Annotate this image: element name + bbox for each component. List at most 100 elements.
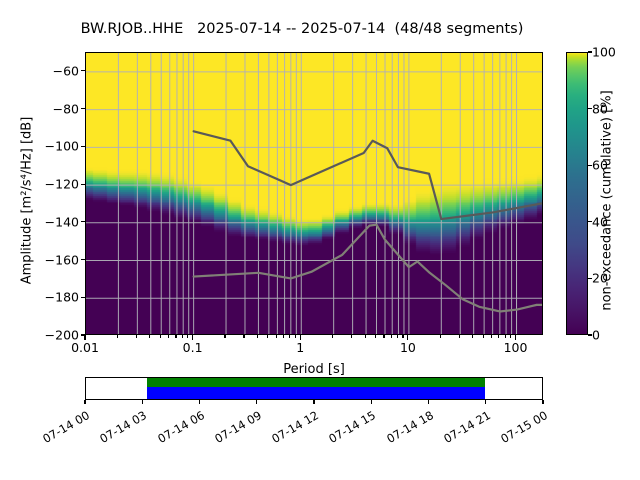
y-tick-mark [81, 145, 85, 147]
coverage-tick-mark [313, 400, 315, 404]
coverage-tick-mark [427, 400, 430, 404]
y-tick-mark [81, 221, 85, 223]
y-axis-tickmarks [81, 0, 87, 480]
x-tick-label: 1 [296, 340, 305, 355]
x-minor-tick-mark [135, 335, 137, 338]
x-minor-tick-mark [181, 335, 183, 338]
coverage-tick-mark [141, 400, 143, 404]
colorbar-tick-mark [588, 221, 592, 223]
coverage-tick-label: 07-14 09 [211, 408, 264, 446]
x-minor-tick-mark [283, 335, 285, 338]
y-tick-mark [81, 108, 85, 110]
y-axis-ticklabels: −60 −80 −100 −120 −140 −160 −180 −200 [26, 0, 79, 480]
coverage-tick-label: 07-14 12 [269, 408, 321, 446]
x-minor-tick-mark [504, 335, 506, 338]
x-major-tick-mark [407, 335, 409, 340]
colorbar-tick-label: 40 [592, 214, 608, 230]
y-tick-mark [81, 183, 85, 185]
psd-coverage-green [146, 378, 485, 387]
x-minor-tick-mark [332, 335, 334, 338]
colorbar-tick-label: 20 [592, 270, 608, 286]
colorbar-tick-mark [588, 51, 592, 53]
coverage-tick-mark [542, 400, 544, 404]
x-major-tick-mark [84, 335, 86, 340]
coverage-tick-mark [256, 400, 258, 404]
x-minor-tick-mark [294, 335, 296, 338]
coverage-tick-label: 07-14 18 [383, 408, 436, 446]
x-minor-tick-mark [351, 335, 353, 338]
coverage-tick-mark [84, 400, 86, 404]
coverage-tick-label: 07-14 21 [440, 408, 493, 446]
colorbar-tick-label: 100 [592, 44, 616, 60]
x-minor-tick-mark [243, 335, 245, 338]
y-tick-label: −140 [44, 214, 79, 230]
coverage-tick-mark [370, 400, 372, 404]
colorbar-tick-label: 80 [592, 101, 608, 117]
y-tick-mark [81, 296, 85, 298]
x-minor-tick-mark [224, 335, 226, 338]
y-tick-label: −80 [52, 101, 79, 117]
x-minor-tick-mark [498, 335, 500, 338]
x-axis-tickmarks [0, 335, 640, 343]
x-minor-tick-mark [289, 335, 291, 338]
x-minor-tick-mark [175, 335, 177, 338]
coverage-tick-label: 07-14 15 [326, 408, 379, 446]
x-minor-tick-mark [402, 335, 404, 338]
x-minor-tick-mark [159, 335, 161, 338]
coverage-tickmarks [0, 400, 640, 406]
x-minor-tick-mark [510, 335, 512, 338]
colorbar-tick-mark [588, 108, 592, 110]
x-minor-tick-mark [267, 335, 269, 338]
x-tick-label: 100 [503, 340, 528, 355]
ppsd-plot-area[interactable] [85, 52, 543, 335]
x-axis-ticklabels: 0.01 0.1 1 10 100 [0, 340, 640, 362]
x-tick-label: 0.01 [71, 340, 99, 355]
coverage-tick-label: 07-14 06 [154, 408, 207, 446]
x-minor-tick-mark [439, 335, 441, 338]
coverage-tick-mark [485, 400, 487, 404]
ppsd-overlay [86, 53, 542, 334]
x-minor-tick-mark [390, 335, 392, 338]
x-major-tick-mark [192, 335, 194, 340]
x-minor-tick-mark [472, 335, 474, 338]
x-major-tick-mark [514, 335, 517, 340]
colorbar-tick-label: 60 [592, 157, 608, 173]
x-minor-tick-mark [116, 335, 118, 338]
colorbar-label: non-exceedance (cumulative) [%] [599, 90, 615, 311]
x-minor-tick-mark [364, 335, 366, 338]
x-minor-tick-mark [256, 335, 258, 338]
colorbar-ticklabels: 0 20 40 60 80 100 [592, 0, 632, 480]
colorbar-tick-label: 0 [592, 327, 600, 343]
x-minor-tick-mark [383, 335, 385, 338]
y-tick-mark [81, 258, 85, 261]
x-major-tick-mark [299, 335, 301, 340]
x-tick-label: 10 [399, 340, 416, 355]
colorbar-tickmarks [588, 0, 593, 480]
x-minor-tick-mark [396, 335, 398, 338]
ppsd-heatmap [86, 53, 542, 334]
x-minor-tick-mark [491, 335, 493, 338]
y-tick-mark [81, 70, 85, 72]
noise-model-nlnm [192, 223, 542, 313]
x-minor-tick-mark [458, 335, 460, 338]
colorbar-tick-mark [588, 334, 592, 336]
coverage-plot-area[interactable] [85, 377, 543, 400]
y-tick-label: −100 [44, 138, 79, 154]
x-minor-tick-mark [482, 335, 484, 338]
y-axis-label: Amplitude [m²/s⁴/Hz] [dB] [19, 116, 35, 285]
y-tick-label: −180 [44, 289, 79, 305]
x-minor-tick-mark [374, 335, 377, 338]
y-tick-label: −200 [44, 327, 79, 343]
colorbar-tick-mark [588, 164, 592, 166]
colorbar-tick-mark [588, 277, 592, 279]
coverage-tick-label: 07-15 00 [498, 408, 550, 446]
y-tick-mark [81, 334, 85, 336]
y-tick-label: −60 [52, 63, 79, 79]
x-minor-tick-mark [275, 335, 277, 338]
y-tick-label: −160 [44, 252, 79, 268]
coverage-ticklabels: 07-14 00 07-14 03 07-14 06 07-14 09 07-14 12… [0, 404, 640, 474]
figure-title: BW.RJOB..HHE 2025-07-14 -- 2025-07-14 (4… [80, 21, 524, 37]
noise-model-nhnm [192, 130, 542, 221]
x-minor-tick-mark [168, 335, 170, 338]
